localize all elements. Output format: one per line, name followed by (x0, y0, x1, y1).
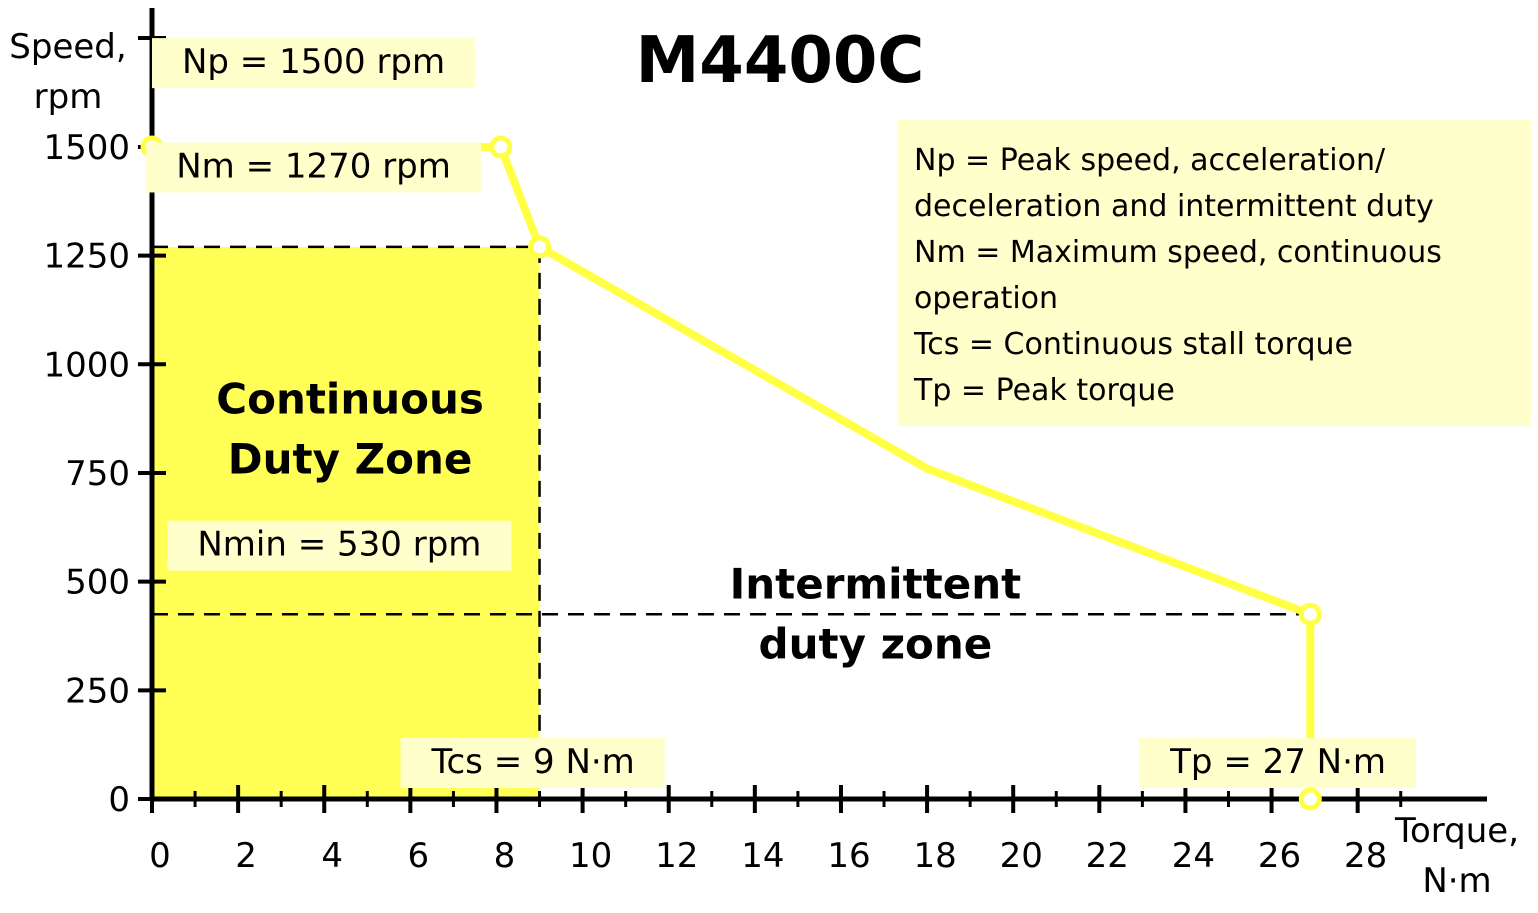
curve-point-5 (1298, 787, 1322, 811)
dashed-lines-layer (152, 245, 1311, 799)
marker-label-bg-2 (167, 520, 512, 571)
marker-label-2: Nmin = 530 rpm (167, 520, 512, 571)
x-tick-label-2: 2 (235, 836, 257, 876)
legend-line-6: Tp = Peak torque (913, 373, 1175, 408)
y-tick-label-1500: 1500 (43, 128, 130, 168)
y-tick-label-1000: 1000 (43, 345, 130, 385)
y-tick-label-750: 750 (65, 454, 130, 494)
x-tick-label-22: 22 (1086, 836, 1129, 876)
y-axis-title-line2: rpm (34, 77, 103, 117)
curve-point-2 (528, 235, 552, 259)
marker-labels-layer: Np = 1500 rpm Nm = 1270 rpm Nmin = 530 rpm… (146, 38, 1417, 788)
zone-label-0-line-0: Continuous (216, 375, 484, 424)
zone-label-1-line-0: Intermittent (730, 559, 1022, 608)
legend-line-4: operation (914, 281, 1058, 316)
marker-label-4: Tp = 27 N·m (1139, 738, 1417, 788)
legend-box (898, 120, 1531, 426)
x-tick-label-28: 28 (1344, 836, 1387, 876)
marker-label-text-4: Tp = 27 N·m (1169, 742, 1386, 782)
y-tick-label-500: 500 (65, 563, 130, 603)
chart-title: M4400C (636, 24, 925, 98)
y-tick-label-250: 250 (65, 671, 130, 711)
curve-point-1 (489, 135, 513, 159)
marker-label-bg-4 (1139, 738, 1417, 788)
x-tick-label-24: 24 (1172, 836, 1215, 876)
y-tick-label-0: 0 (108, 780, 130, 820)
curve-point-4 (1298, 602, 1322, 626)
x-tick-label-18: 18 (913, 836, 956, 876)
marker-label-0: Np = 1500 rpm (151, 38, 476, 89)
marker-label-bg-0 (151, 38, 476, 89)
y-axis-title-line1: Speed, (9, 27, 126, 67)
marker-label-bg-3 (400, 738, 665, 788)
x-tick-label-26: 26 (1258, 836, 1301, 876)
zone-label-0-line-1: Duty Zone (228, 435, 473, 484)
legend-line-3: Nm = Maximum speed, continuous (914, 235, 1442, 270)
x-tick-label-6: 6 (408, 836, 430, 876)
x-tick-label-14: 14 (741, 836, 784, 876)
legend-line-5: Tcs = Continuous stall torque (913, 327, 1353, 362)
marker-label-text-3: Tcs = 9 N·m (431, 742, 635, 782)
x-tick-label-16: 16 (827, 836, 870, 876)
x-tick-label-12: 12 (655, 836, 698, 876)
marker-label-3: Tcs = 9 N·m (400, 738, 665, 788)
marker-label-text-0: Np = 1500 rpm (182, 42, 445, 82)
x-tick-label-10: 10 (569, 836, 612, 876)
legend-line-1: Np = Peak speed, acceleration/ (914, 143, 1386, 178)
x-tick-label-20: 20 (1000, 836, 1043, 876)
y-tick-label-1250: 1250 (43, 237, 130, 277)
x-tick-label-0: 0 (149, 836, 171, 876)
x-axis-title-line1: Torque, (1394, 811, 1519, 851)
legend: Np = Peak speed, acceleration/ decelerat… (898, 120, 1531, 426)
zone-labels-layer: Continuous Duty Zone Intermittent duty zone (216, 375, 1021, 669)
marker-label-1: Nm = 1270 rpm (146, 142, 481, 193)
x-axis-title-line2: N·m (1422, 861, 1491, 901)
legend-line-2: deceleration and intermittent duty (914, 189, 1434, 224)
marker-label-text-1: Nm = 1270 rpm (176, 146, 451, 186)
marker-label-text-2: Nmin = 530 rpm (197, 525, 481, 565)
x-tick-label-4: 4 (321, 836, 343, 876)
zone-label-1-line-1: duty zone (759, 619, 993, 668)
x-tick-label-8: 8 (494, 836, 516, 876)
marker-label-bg-1 (146, 142, 481, 193)
